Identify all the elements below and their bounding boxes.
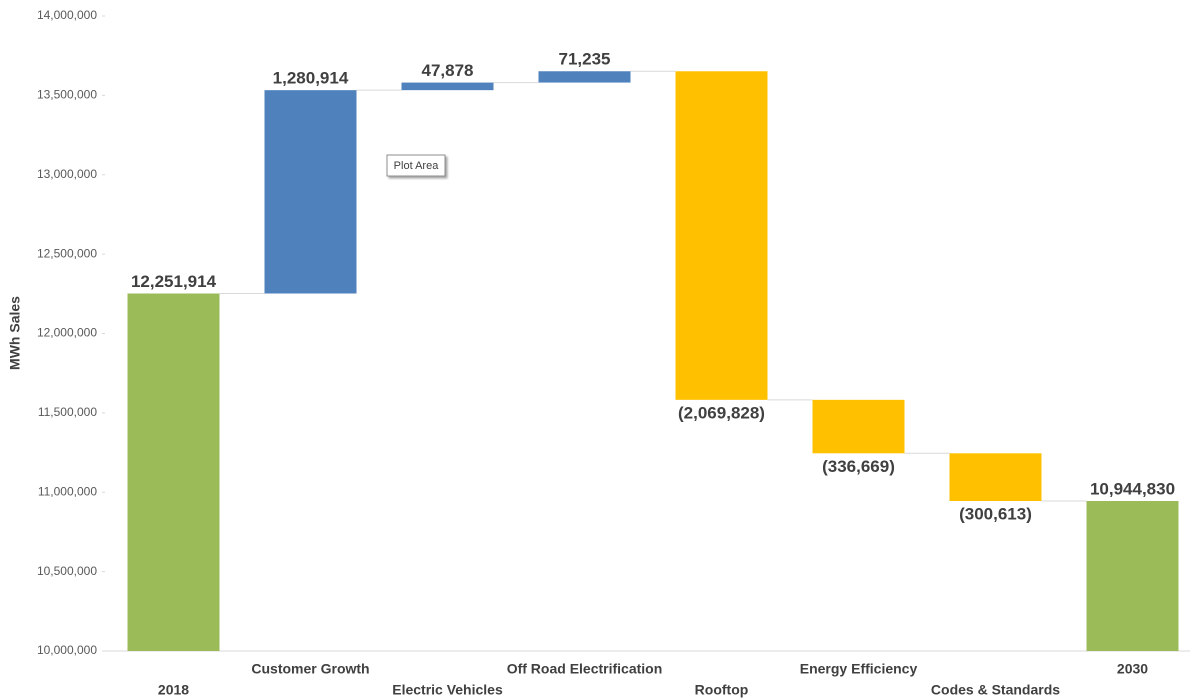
bar [127,293,220,651]
bar [401,82,494,91]
value-label: 12,251,914 [131,272,217,291]
bar [538,71,631,83]
annotation-box [386,154,446,177]
y-tick-label: 12,500,000 [37,246,97,260]
annotation: Plot Area [394,160,440,172]
bar [1086,501,1179,651]
value-label: (2,069,828) [678,403,765,422]
x-tick-label: 2018 [158,682,189,698]
value-label: 71,235 [559,50,611,69]
value-label: (300,613) [959,504,1032,523]
bar [675,71,768,400]
value-label: 47,878 [422,61,474,80]
value-label: (336,669) [822,457,895,476]
x-tick-label: Electric Vehicles [392,682,503,698]
x-tick-label: Customer Growth [251,661,369,677]
y-tick-label: 12,000,000 [37,326,97,340]
y-tick-label: 13,000,000 [37,167,97,181]
y-tick-label: 10,500,000 [37,564,97,578]
y-tick-label: 14,000,000 [37,8,97,22]
y-tick-label: 10,000,000 [37,643,97,657]
bar [264,90,357,294]
value-label: 1,280,914 [273,69,349,88]
x-tick-label: Codes & Standards [931,682,1060,698]
x-tick-label: 2030 [1117,661,1148,677]
y-tick-label: 11,500,000 [38,405,97,419]
x-tick-label: Rooftop [695,682,749,698]
y-tick-label: 13,500,000 [37,88,97,102]
bar [949,453,1042,502]
x-tick-label: Off Road Electrification [507,661,663,677]
y-axis-label: MWh Sales [7,296,23,370]
bar [812,399,905,454]
x-tick-label: Energy Efficiency [800,661,918,677]
value-label: 10,944,830 [1090,479,1175,498]
y-tick-label: 11,000,000 [38,484,97,498]
